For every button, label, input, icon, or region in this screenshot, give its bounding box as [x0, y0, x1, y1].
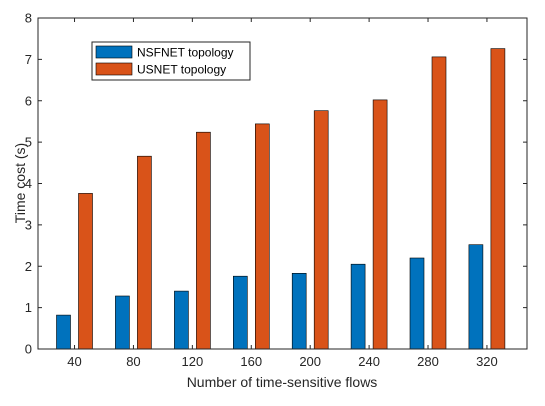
y-tick-label: 7: [25, 52, 32, 67]
bar-nsfnet-120: [174, 290, 189, 350]
x-tick-label: 160: [240, 354, 262, 369]
bar-usnet-200: [313, 110, 329, 350]
bar-nsfnet-280: [409, 257, 425, 350]
bar-nsfnet-40: [56, 314, 71, 350]
bars-group: [56, 48, 506, 350]
y-tick-label: 6: [25, 93, 32, 108]
bar-nsfnet-240: [350, 263, 366, 350]
x-tick-label: 80: [126, 354, 140, 369]
bar-usnet-280: [431, 56, 447, 350]
y-tick-label: 1: [25, 300, 32, 315]
y-tick-label: 8: [25, 11, 32, 26]
bar-nsfnet-80: [115, 295, 130, 350]
x-tick-label: 120: [182, 354, 204, 369]
y-tick-label: 0: [25, 342, 32, 357]
legend-label-usnet: USNET topology: [137, 63, 226, 77]
plot-frame: [37, 17, 528, 350]
bar-usnet-160: [255, 123, 270, 350]
bar-usnet-80: [137, 155, 152, 350]
x-axis-label: Number of time-sensitive flows: [187, 374, 378, 390]
x-tick-label: 280: [417, 354, 439, 369]
x-tick-label: 240: [358, 354, 380, 369]
legend-label-nsfnet: NSFNET topology: [137, 46, 234, 60]
bar-usnet-120: [196, 131, 211, 350]
bar-nsfnet-160: [233, 275, 248, 350]
ticks-group: 40 80 120 160 200 240 280 320 0 1 2 3 4 5 6 7 8: [25, 11, 527, 369]
y-tick-label: 5: [25, 135, 32, 150]
legend: NSFNET topology USNET topology: [91, 41, 251, 81]
bar-usnet-320: [490, 48, 506, 350]
bar-usnet-40: [78, 193, 93, 350]
x-tick-label: 40: [67, 354, 81, 369]
bar-usnet-240: [372, 99, 388, 350]
bar-nsfnet-200: [291, 272, 307, 350]
y-tick-label: 2: [25, 259, 32, 274]
x-tick-label: 320: [476, 354, 498, 369]
legend-swatch-usnet: [95, 62, 133, 76]
x-tick-label: 200: [299, 354, 321, 369]
y-axis-label: Time cost (s): [12, 143, 28, 223]
bar-nsfnet-320: [468, 244, 484, 350]
y-tick-label: 4: [25, 176, 32, 191]
legend-swatch-nsfnet: [95, 45, 133, 59]
y-tick-label: 3: [25, 217, 32, 232]
